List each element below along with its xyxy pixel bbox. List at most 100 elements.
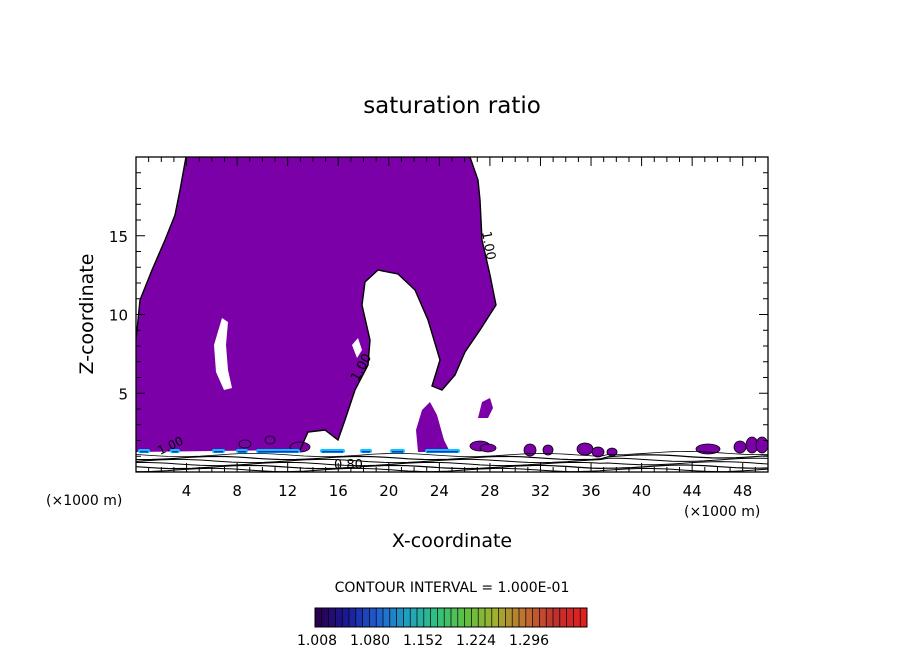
colorbar-segment	[328, 608, 336, 627]
colorbar-tick-label: 1.224	[456, 633, 496, 649]
colorbar-segment	[383, 608, 391, 627]
colorbar-segment	[444, 608, 452, 627]
high-ratio-core	[258, 451, 298, 453]
contour-line-1-00	[136, 157, 497, 451]
x-axis-title: X-coordinate	[392, 530, 512, 552]
surface-contour-line	[136, 464, 768, 470]
x-tick-label: 36	[581, 482, 600, 500]
colorbar-segment	[403, 608, 411, 627]
x-unit-label-left: (×1000 m)	[46, 493, 122, 509]
y-tick-label: 5	[118, 385, 128, 403]
y-axis: 5 10 15	[109, 172, 768, 457]
x-tick-label: 4	[182, 482, 192, 500]
saturation-region-blob	[478, 398, 493, 418]
colorbar-segment	[349, 608, 357, 627]
colorbar-segment	[573, 608, 581, 627]
saturation-patch	[238, 439, 252, 449]
colorbar-tick-label: 1.152	[403, 633, 443, 649]
surface-contour-line	[136, 450, 768, 457]
colorbar-segment	[451, 608, 459, 627]
colorbar-segment	[335, 608, 343, 627]
colorbar-segment	[437, 608, 445, 627]
saturation-patch	[591, 446, 605, 458]
surface-contour-line	[136, 457, 768, 464]
high-ratio-core	[214, 451, 223, 453]
colorbar-segment	[512, 608, 520, 627]
saturation-region-tongue	[416, 402, 450, 452]
x-axis: 4 8 12 16 20 24 28 32 36 40 44 48	[148, 157, 756, 500]
saturation-patch	[576, 442, 594, 456]
x-unit-label-right: (×1000 m)	[684, 504, 760, 520]
high-ratio-core	[238, 451, 246, 453]
colorbar-segment	[478, 608, 486, 627]
colorbar-segment	[464, 608, 472, 627]
surface-contour-line	[136, 467, 768, 472]
unsaturated-hole-2	[352, 338, 362, 358]
colorbar-segment	[423, 608, 431, 627]
colorbar-frame	[314, 607, 588, 628]
colorbar-segment	[539, 608, 547, 627]
colorbar-segment	[410, 608, 418, 627]
colorbar-segment	[498, 608, 506, 627]
saturation-patch	[733, 440, 747, 454]
colorbar-tick-label: 1.080	[350, 633, 390, 649]
colorbar-segment	[485, 608, 493, 627]
colorbar-tick-label: 1.008	[297, 633, 337, 649]
colorbar-segment	[355, 608, 363, 627]
unsaturated-hole-1	[214, 318, 232, 390]
x-tick-label: 24	[430, 482, 449, 500]
colorbar-segment	[417, 608, 425, 627]
surface-contour-line	[136, 461, 768, 467]
colorbar-segment	[457, 608, 465, 627]
colorbar-segment	[553, 608, 561, 627]
colorbar-segment	[315, 608, 323, 627]
surface-contour-lines	[136, 450, 768, 472]
colorbar-segment	[546, 608, 554, 627]
colorbar-segment	[396, 608, 404, 627]
x-tick-label: 16	[329, 482, 348, 500]
colorbar: 1.008 1.080 1.152 1.224 1.296	[297, 607, 588, 649]
x-tick-label: 12	[278, 482, 297, 500]
saturation-patch	[542, 444, 554, 456]
colorbar-segment	[342, 608, 350, 627]
x-tick-label: 44	[683, 482, 702, 500]
small-patches	[238, 435, 768, 458]
high-ratio-core	[427, 451, 458, 453]
high-ratio-core	[172, 451, 178, 453]
surface-contour-line	[136, 454, 768, 461]
plot-area	[136, 157, 768, 472]
saturation-region-main	[136, 157, 496, 452]
colorbar-segment	[362, 608, 370, 627]
y-axis-title: Z-coordinate	[76, 254, 98, 375]
colorbar-segment	[389, 608, 397, 627]
contour-label: 0.80	[334, 458, 363, 473]
colorbar-segment	[519, 608, 527, 627]
x-tick-label: 48	[733, 482, 752, 500]
colorbar-segment	[532, 608, 540, 627]
colorbar-segment	[369, 608, 377, 627]
colorbar-segment	[580, 608, 588, 627]
colorbar-segment	[321, 608, 329, 627]
x-tick-label: 8	[232, 482, 242, 500]
colorbar-segment	[491, 608, 499, 627]
saturation-patch	[523, 443, 537, 457]
high-ratio-core	[322, 451, 343, 453]
colorbar-segment	[430, 608, 438, 627]
colorbar-tick-label: 1.296	[509, 633, 549, 649]
saturation-patch	[479, 443, 497, 453]
high-ratio-strip	[138, 449, 460, 453]
x-tick-label: 32	[531, 482, 550, 500]
contour-label: 1.00	[478, 230, 498, 261]
colorbar-segment	[566, 608, 574, 627]
y-tick-label: 10	[109, 307, 128, 325]
x-tick-label: 40	[632, 482, 651, 500]
high-ratio-core	[362, 451, 370, 453]
saturation-patch	[264, 435, 276, 445]
chart-title: saturation ratio	[363, 93, 541, 119]
colorbar-segment	[471, 608, 479, 627]
high-ratio-core	[392, 451, 403, 453]
x-tick-label: 28	[480, 482, 499, 500]
colorbar-segment	[505, 608, 513, 627]
saturation-patch	[755, 436, 768, 454]
